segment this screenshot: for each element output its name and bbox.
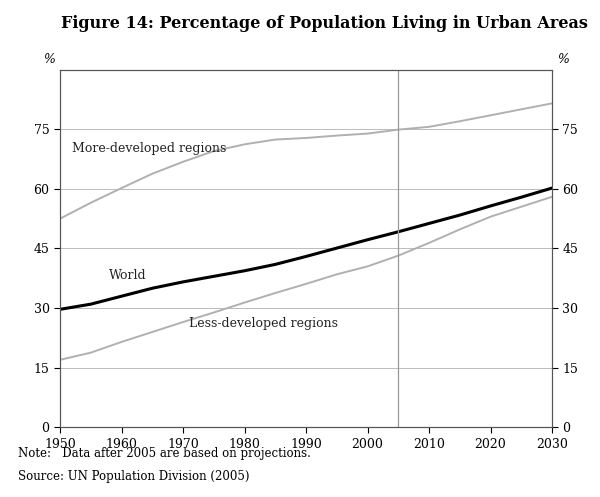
Text: %: % <box>43 53 55 66</box>
Text: World: World <box>109 269 147 282</box>
Text: Source: UN Population Division (2005): Source: UN Population Division (2005) <box>18 470 250 483</box>
Text: Less-developed regions: Less-developed regions <box>189 317 338 330</box>
Text: More-developed regions: More-developed regions <box>73 142 227 155</box>
Text: Note:   Data after 2005 are based on projections.: Note: Data after 2005 are based on proje… <box>18 447 311 460</box>
Text: Figure 14: Percentage of Population Living in Urban Areas: Figure 14: Percentage of Population Livi… <box>61 15 588 32</box>
Text: %: % <box>557 53 569 66</box>
